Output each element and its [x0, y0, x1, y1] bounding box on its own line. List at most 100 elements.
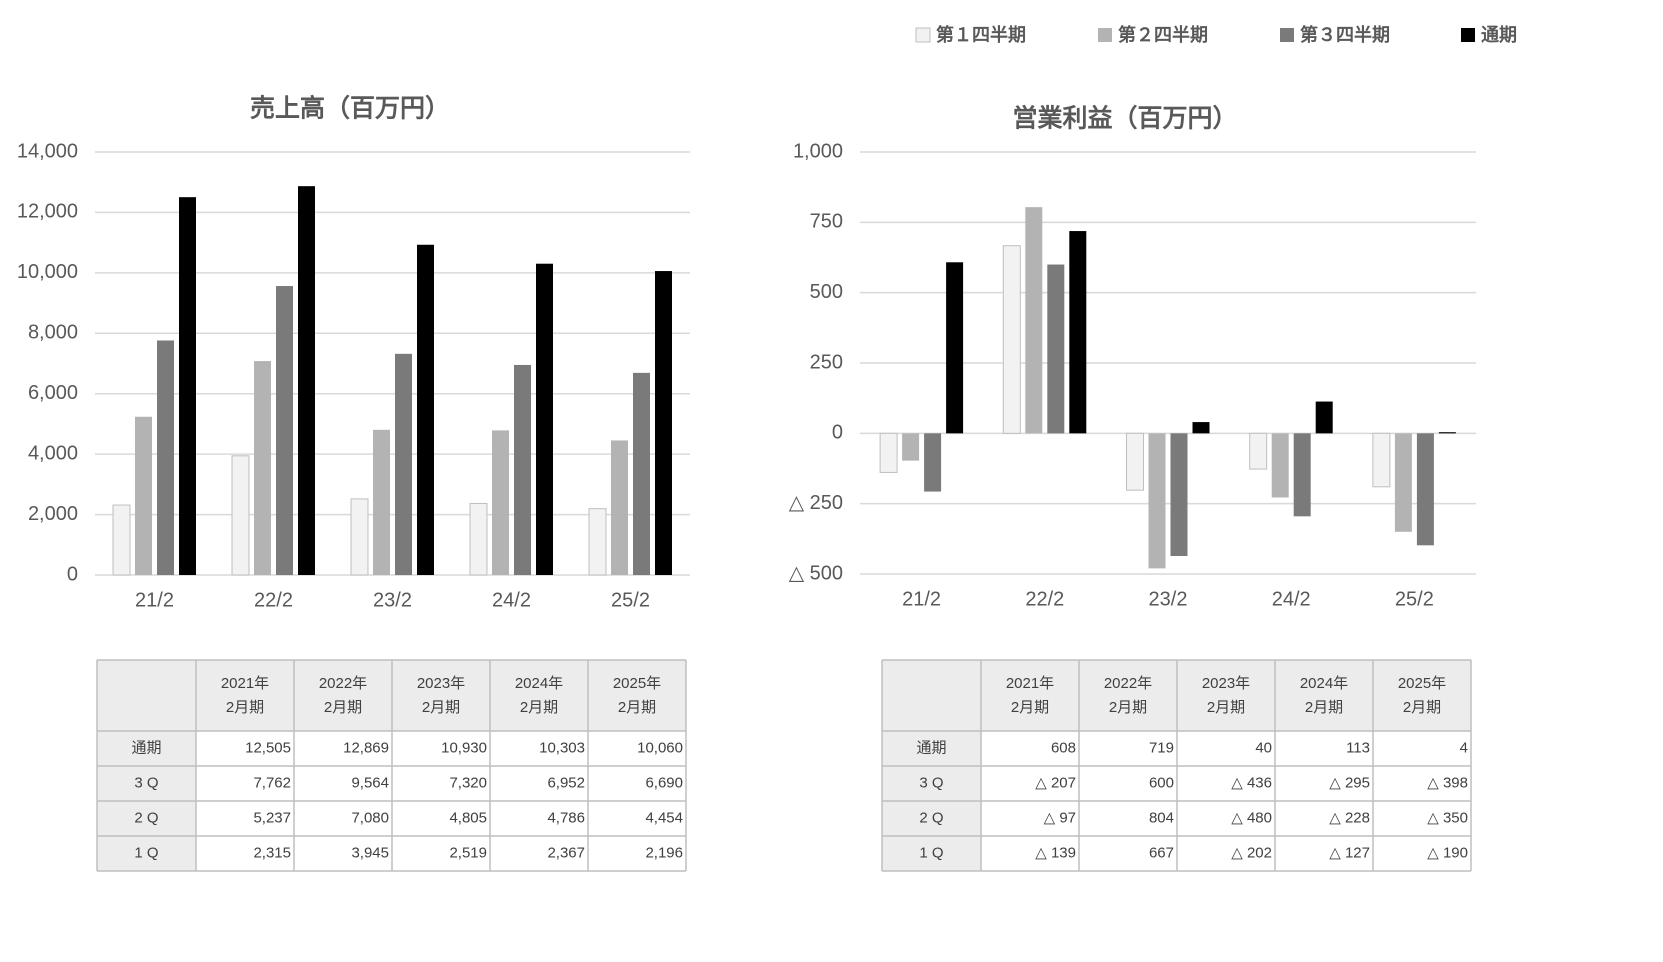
- table-cell: △ 295: [1329, 774, 1370, 791]
- table-col-header: 2月期: [1109, 699, 1147, 716]
- table-col-header: 2023年: [1202, 675, 1250, 692]
- table-col-header: 2月期: [1207, 699, 1245, 716]
- table-cell: 667: [1149, 844, 1174, 861]
- y-tick-label: 750: [810, 211, 843, 233]
- table-cell: 6,690: [645, 774, 683, 791]
- table-col-header: 2月期: [422, 699, 460, 716]
- x-tick-label: 24/2: [492, 589, 531, 611]
- bar: [1394, 433, 1412, 532]
- table-cell: 12,505: [245, 739, 291, 756]
- table-cell: 804: [1149, 809, 1174, 826]
- bar: [254, 361, 271, 575]
- y-tick-label: 6,000: [28, 382, 78, 404]
- table-cell: 7,320: [449, 774, 487, 791]
- y-tick-label: 0: [67, 563, 78, 585]
- bar: [633, 372, 650, 575]
- bar: [946, 262, 964, 434]
- table-cell: 2,367: [547, 844, 585, 861]
- table-cell: 4,805: [449, 809, 487, 826]
- x-tick-label: 21/2: [902, 588, 941, 610]
- table-col-header: 2月期: [618, 699, 656, 716]
- table-cell: 600: [1149, 774, 1174, 791]
- bar: [417, 244, 434, 575]
- bar: [1416, 433, 1434, 546]
- table-cell: △ 202: [1231, 844, 1272, 861]
- table-cell: 2,196: [645, 844, 683, 861]
- legend-swatch: [1461, 28, 1475, 42]
- table-cell: 10,060: [637, 739, 683, 756]
- bar: [879, 432, 898, 473]
- table-col-header: 2023年: [417, 675, 465, 692]
- table-col-header: 2月期: [1011, 699, 1049, 716]
- table-col-header: 2022年: [319, 675, 367, 692]
- x-tick-label: 23/2: [373, 589, 412, 611]
- table-cell: 12,869: [343, 739, 389, 756]
- y-tick-label: △ 250: [789, 492, 843, 514]
- x-tick-label: 21/2: [135, 589, 174, 611]
- x-tick-label: 24/2: [1272, 588, 1311, 610]
- table-cell: 2,315: [253, 844, 291, 861]
- table-cell: 4: [1460, 739, 1468, 756]
- y-tick-label: 1,000: [793, 140, 843, 162]
- x-tick-label: 22/2: [254, 589, 293, 611]
- x-tick-label: 25/2: [1395, 588, 1434, 610]
- table-cell: 7,080: [351, 809, 389, 826]
- table-cell: 5,237: [253, 809, 291, 826]
- bar: [350, 498, 369, 576]
- table-col-header: 2025年: [613, 675, 661, 692]
- bar: [588, 508, 607, 576]
- table-row-header: 3 Q: [134, 774, 158, 791]
- bar: [514, 364, 531, 575]
- table-col-header: 2月期: [1403, 699, 1441, 716]
- legend-label: 第３四半期: [1300, 24, 1390, 45]
- bar: [924, 433, 942, 492]
- bar: [492, 430, 509, 575]
- y-tick-label: 2,000: [28, 503, 78, 525]
- bar: [1047, 264, 1065, 434]
- table-cell: △ 97: [1044, 809, 1076, 826]
- legend-label: 第２四半期: [1118, 24, 1208, 45]
- y-tick-label: 10,000: [17, 261, 78, 283]
- bar: [157, 340, 174, 575]
- table-cell: △ 207: [1035, 774, 1076, 791]
- bar: [179, 197, 196, 576]
- y-tick-label: 4,000: [28, 442, 78, 464]
- y-tick-label: 8,000: [28, 322, 78, 344]
- bar: [1126, 432, 1144, 491]
- table-cell: △ 190: [1427, 844, 1468, 861]
- table-row-header: 1 Q: [919, 844, 943, 861]
- table-row-header: 2 Q: [919, 809, 943, 826]
- table-col-header: 2024年: [1300, 675, 1348, 692]
- table-cell: 608: [1051, 739, 1076, 756]
- table-col-header: 2月期: [520, 699, 558, 716]
- chart-title: 売上高（百万円）: [250, 94, 450, 123]
- table-cell: 40: [1255, 739, 1272, 756]
- bar: [1372, 432, 1391, 488]
- bar: [1192, 422, 1210, 434]
- y-tick-label: 14,000: [17, 140, 78, 162]
- bar: [902, 433, 920, 461]
- table-cell: △ 350: [1427, 809, 1468, 826]
- y-tick-label: 12,000: [17, 201, 78, 223]
- bar: [373, 429, 390, 575]
- table-cell: 4,454: [645, 809, 683, 826]
- table-col-header: 2025年: [1398, 675, 1446, 692]
- bar: [231, 455, 250, 576]
- legend-swatch: [915, 27, 931, 43]
- bar: [1170, 433, 1188, 556]
- x-tick-label: 25/2: [611, 589, 650, 611]
- table-col-header: 2022年: [1104, 675, 1152, 692]
- bar: [1249, 432, 1268, 470]
- x-tick-label: 23/2: [1149, 588, 1188, 610]
- table-cell: 9,564: [351, 774, 389, 791]
- table-col-header: 2月期: [1305, 699, 1343, 716]
- bar: [298, 186, 315, 575]
- bar: [1271, 433, 1289, 498]
- bar: [536, 263, 553, 575]
- bar: [276, 286, 293, 575]
- table-cell: 113: [1346, 739, 1370, 756]
- table-cell: 10,303: [539, 739, 585, 756]
- table-cell: △ 398: [1427, 774, 1468, 791]
- legend-label: 通期: [1481, 25, 1517, 45]
